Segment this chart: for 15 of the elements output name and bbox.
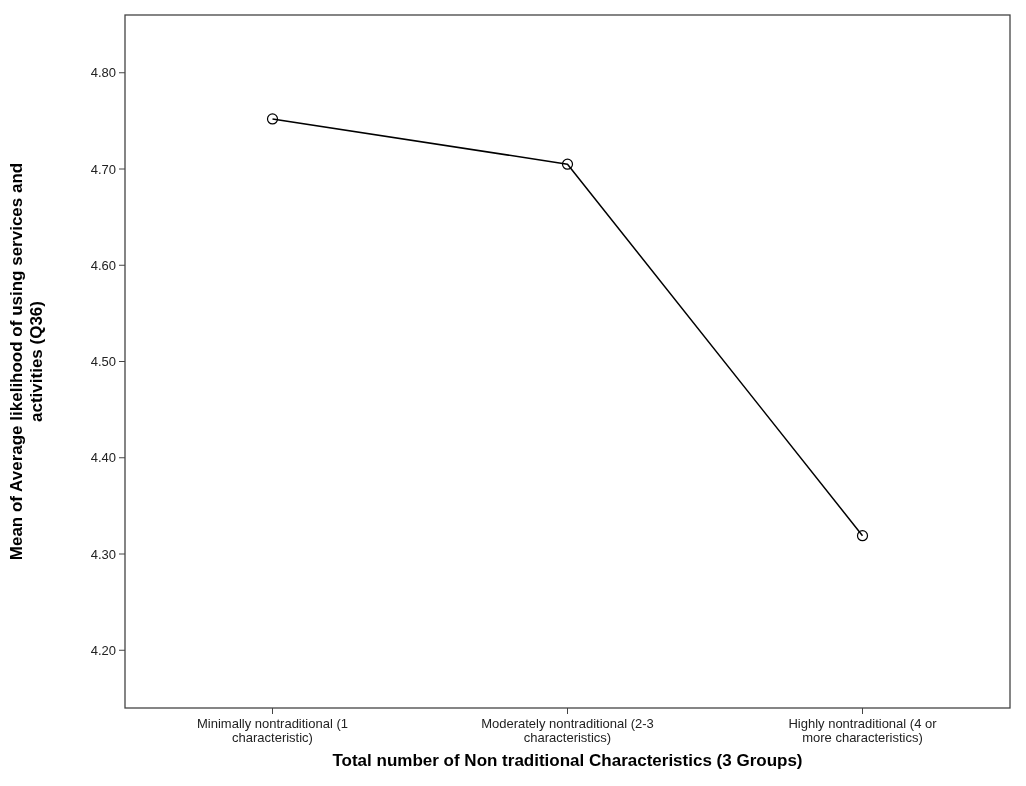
point	[856, 530, 869, 542]
y-tick-label: 4.80	[90, 65, 116, 81]
y-tick-label: 4.40	[90, 450, 116, 466]
y-tick-label: 4.50	[90, 354, 116, 370]
y-axis-title: Mean of Average likelihood of using services and activities (Q36)	[7, 162, 46, 561]
point	[561, 158, 574, 170]
x-tick-label: Moderately nontraditional (2-3 characteristics)	[481, 716, 654, 745]
x-tick-label: Highly nontraditional (4 or more characteristics)	[788, 716, 938, 745]
y-tick-label: 4.20	[90, 642, 116, 658]
y-tick-label: 4.30	[90, 546, 116, 562]
y-tick-label: 4.60	[90, 257, 116, 273]
x-tick-label: Minimally nontraditional (1 characteristic)	[196, 716, 349, 745]
x-axis-title: Total number of Non traditional Characteristics (3 Groups)	[332, 751, 803, 770]
point	[266, 113, 279, 125]
y-tick-label: 4.70	[90, 161, 116, 177]
